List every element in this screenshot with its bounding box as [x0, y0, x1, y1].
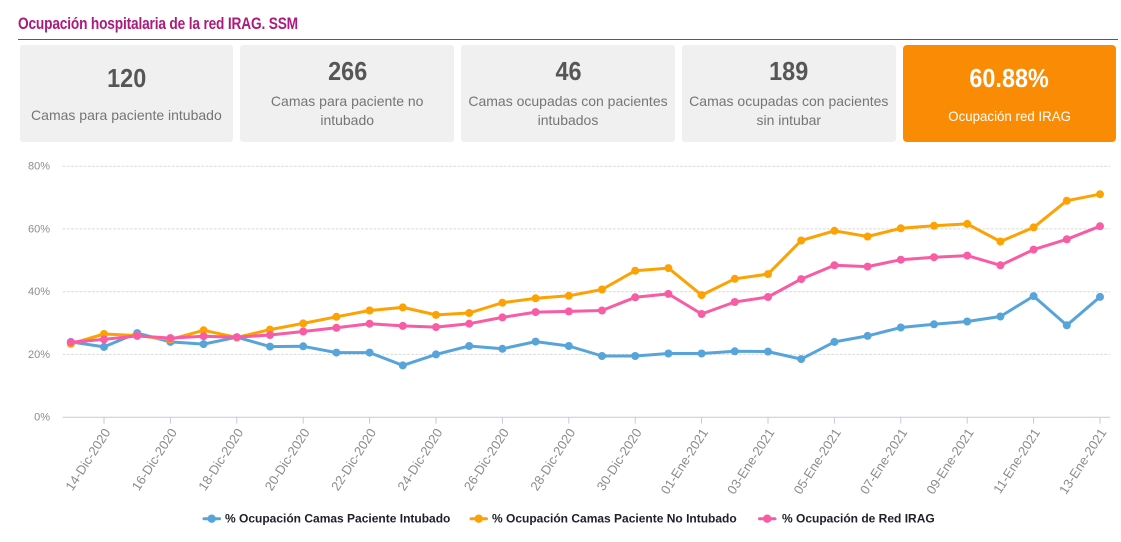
svg-text:07-Ene-2021: 07-Ene-2021 — [857, 426, 911, 497]
svg-text:30-Dic-2020: 30-Dic-2020 — [594, 426, 645, 494]
svg-text:09-Ene-2021: 09-Ene-2021 — [923, 426, 977, 497]
svg-text:18-Dic-2020: 18-Dic-2020 — [195, 426, 246, 494]
svg-text:80%: 80% — [28, 161, 50, 173]
svg-text:22-Dic-2020: 22-Dic-2020 — [328, 426, 379, 494]
svg-text:0%: 0% — [34, 412, 50, 424]
svg-text:% Ocupación Camas Paciente No: % Ocupación Camas Paciente No Intubado — [492, 512, 737, 526]
svg-text:26-Dic-2020: 26-Dic-2020 — [461, 426, 512, 494]
svg-text:60%: 60% — [28, 223, 50, 235]
svg-text:16-Dic-2020: 16-Dic-2020 — [129, 426, 180, 494]
svg-text:28-Dic-2020: 28-Dic-2020 — [527, 426, 578, 494]
svg-text:01-Ene-2021: 01-Ene-2021 — [658, 426, 712, 497]
svg-text:% Ocupación Camas Paciente Int: % Ocupación Camas Paciente Intubado — [225, 512, 450, 526]
svg-text:05-Ene-2021: 05-Ene-2021 — [790, 426, 844, 497]
svg-text:13-Ene-2021: 13-Ene-2021 — [1056, 426, 1110, 497]
svg-text:14-Dic-2020: 14-Dic-2020 — [62, 426, 113, 494]
svg-text:20-Dic-2020: 20-Dic-2020 — [262, 426, 313, 494]
svg-text:% Ocupación de Red IRAG: % Ocupación de Red IRAG — [782, 512, 935, 526]
svg-text:03-Ene-2021: 03-Ene-2021 — [724, 426, 778, 497]
svg-text:11-Ene-2021: 11-Ene-2021 — [990, 426, 1043, 496]
svg-text:24-Dic-2020: 24-Dic-2020 — [394, 426, 445, 494]
svg-text:40%: 40% — [28, 286, 50, 298]
svg-text:20%: 20% — [28, 349, 50, 361]
